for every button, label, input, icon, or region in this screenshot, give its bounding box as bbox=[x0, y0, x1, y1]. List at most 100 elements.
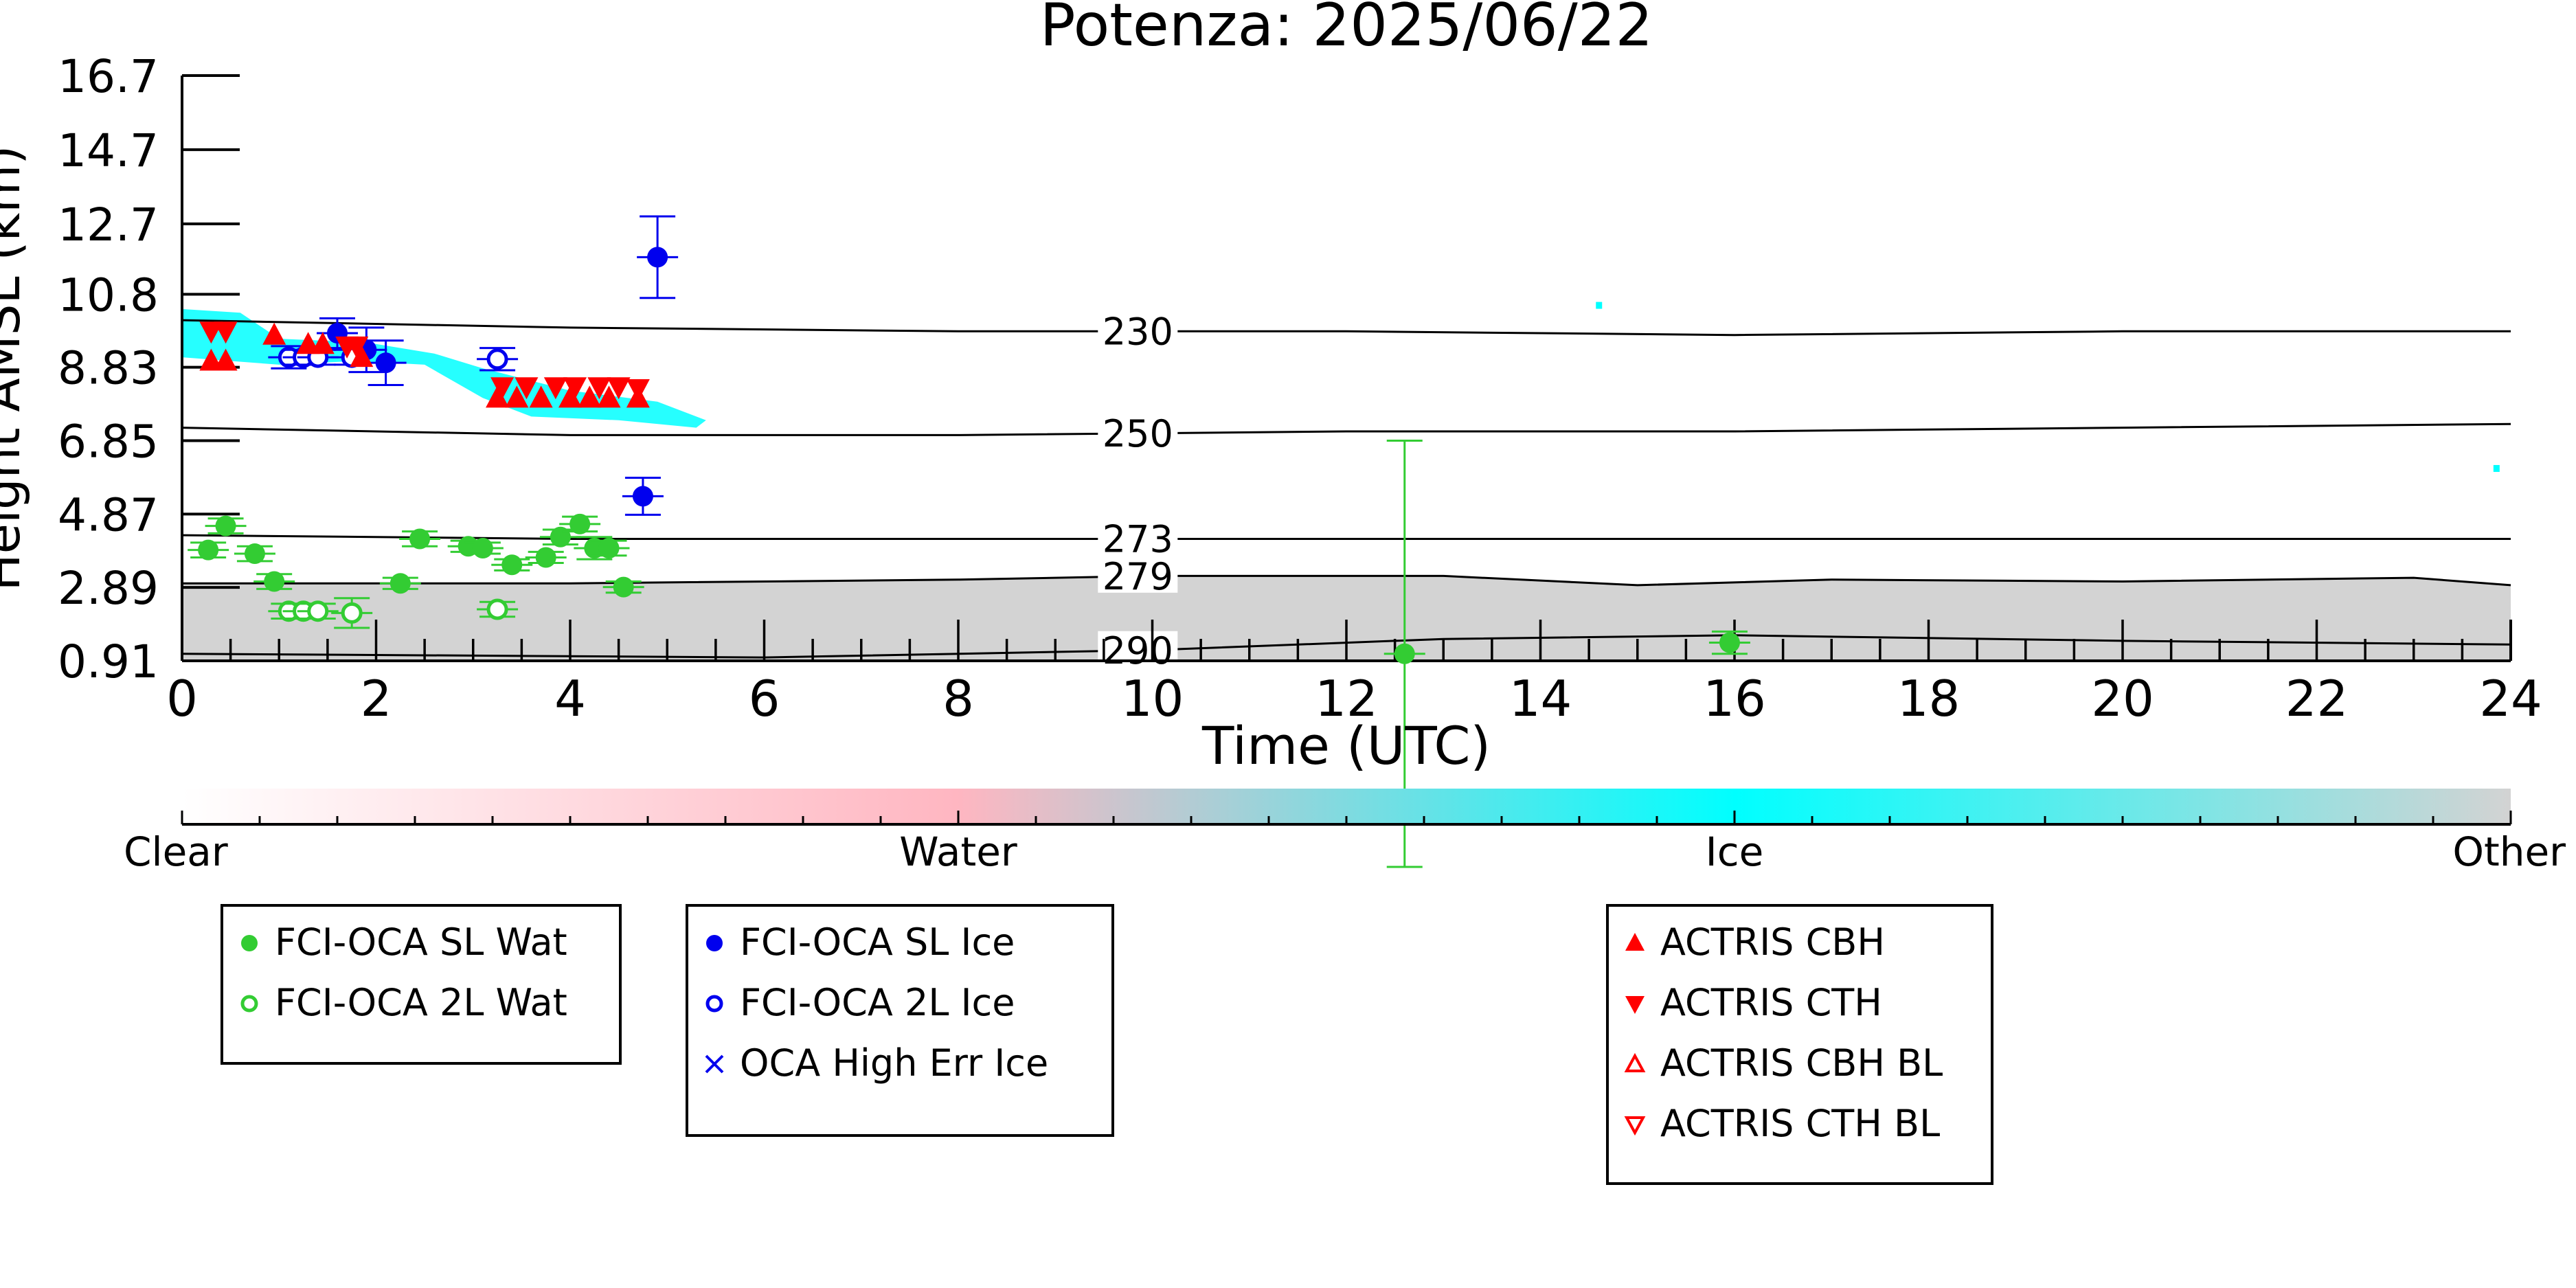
marker-point bbox=[214, 348, 238, 371]
isotherm-273 bbox=[181, 534, 2511, 540]
marker-point bbox=[486, 348, 508, 370]
y-axis-label: Height AMSL (km) bbox=[0, 146, 31, 591]
marker-point bbox=[626, 379, 650, 401]
colorbar-label: Other bbox=[2452, 828, 2566, 875]
marker-point bbox=[705, 995, 723, 1013]
marker-point bbox=[310, 332, 335, 354]
legend-entry-label: ACTRIS CBH bbox=[1660, 920, 1885, 964]
colorbar-label: Clear bbox=[124, 828, 228, 875]
marker-point bbox=[241, 935, 258, 951]
legend-entry-label: FCI-OCA 2L Wat bbox=[275, 981, 567, 1024]
marker-point bbox=[244, 543, 265, 565]
legend-entry-label: ACTRIS CTH BL bbox=[1660, 1102, 1940, 1145]
marker-point bbox=[529, 385, 553, 408]
y-tick-label: 14.7 bbox=[58, 124, 159, 177]
marker-point bbox=[345, 336, 369, 359]
marker-point bbox=[647, 247, 668, 268]
colorbar-label: Ice bbox=[1706, 828, 1764, 875]
isotherm-label-bg bbox=[1098, 519, 1178, 556]
x-tick-label: 2 bbox=[361, 670, 392, 727]
marker-point bbox=[1719, 632, 1740, 653]
legend-entry-label: OCA High Err Ice bbox=[740, 1041, 1048, 1085]
x-tick-label: 20 bbox=[2091, 670, 2154, 727]
isotherm-label-bg bbox=[1098, 312, 1178, 348]
isotherm-label: 273 bbox=[1103, 517, 1173, 561]
y-tick-label: 8.83 bbox=[58, 342, 159, 395]
marker-point bbox=[706, 935, 723, 951]
marker-point bbox=[490, 377, 515, 400]
marker-point bbox=[350, 345, 374, 368]
marker-point bbox=[389, 573, 411, 594]
x-tick-label: 6 bbox=[749, 670, 780, 727]
marker-point bbox=[307, 600, 329, 622]
marker-point bbox=[486, 598, 508, 620]
ice-patch bbox=[182, 308, 706, 428]
legend-bottom-center-left: FCI-OCA SL Ice FCI-OCA 2L Ice OCA High Err… bbox=[686, 904, 1114, 1137]
marker-point bbox=[375, 352, 396, 374]
marker-point bbox=[543, 377, 567, 400]
marker-point bbox=[198, 539, 219, 561]
marker-point bbox=[341, 602, 363, 624]
x-tick-label: 24 bbox=[2479, 670, 2542, 727]
marker-point bbox=[613, 576, 634, 598]
data-markers bbox=[188, 215, 1750, 868]
isotherm-230 bbox=[181, 319, 2511, 337]
y-tick-label: 16.7 bbox=[58, 50, 159, 103]
marker-point bbox=[214, 321, 238, 344]
legend-box bbox=[686, 904, 1114, 1137]
marker-point bbox=[264, 571, 285, 592]
marker-point bbox=[550, 526, 571, 547]
y-tick-label: 6.85 bbox=[58, 415, 159, 468]
x-tick-label: 4 bbox=[554, 670, 586, 727]
colorbar: Clear Water Ice Other bbox=[124, 789, 2566, 875]
x-tick-label: 10 bbox=[1121, 670, 1184, 727]
marker-point bbox=[587, 377, 611, 400]
marker-point bbox=[535, 547, 556, 568]
colorbar-label: Water bbox=[899, 828, 1017, 875]
y-tick-label: 0.91 bbox=[58, 635, 159, 688]
y-tick-label: 12.7 bbox=[58, 199, 159, 251]
y-tick-label: 10.8 bbox=[58, 269, 159, 321]
marker-point bbox=[409, 528, 431, 550]
x-tick-label: 12 bbox=[1315, 670, 1378, 727]
isotherm-279 bbox=[182, 574, 2511, 587]
isotherm-label-bg bbox=[1098, 414, 1178, 450]
x-tick-label: 16 bbox=[1703, 670, 1766, 727]
legend-entry-label: FCI-OCA SL Ice bbox=[740, 920, 1015, 964]
marker-point bbox=[569, 513, 591, 534]
marker-point bbox=[501, 554, 523, 576]
series-fci-oca-sl-wat bbox=[188, 439, 1750, 868]
marker-point bbox=[1624, 1116, 1646, 1136]
ice-speck bbox=[1596, 302, 1603, 309]
series-actris-cbh bbox=[199, 322, 650, 408]
legend-bottom-center-right: ACTRIS CBH ACTRIS CTH ACTRIS CBH BL ACTRIS … bbox=[1606, 904, 1993, 1185]
marker-point bbox=[1625, 996, 1645, 1014]
y-tick-label: 4.87 bbox=[58, 488, 159, 541]
x-tick-label: 0 bbox=[166, 670, 198, 727]
legends: FCI-OCA SL Wat FCI-OCA 2L Wat FCI-OCA SL I… bbox=[221, 904, 1993, 1185]
isotherm-label: 250 bbox=[1103, 412, 1173, 455]
marker-point bbox=[558, 385, 582, 408]
legend-entry-label: ACTRIS CBH BL bbox=[1660, 1041, 1943, 1085]
plot-background bbox=[182, 302, 2511, 661]
x-tick-label: 8 bbox=[942, 670, 974, 727]
chart-title: Potenza: 2025/06/22 bbox=[1040, 0, 1653, 60]
marker-point bbox=[262, 322, 286, 345]
x-axis-label: Time (UTC) bbox=[1201, 715, 1491, 776]
series-actris-cth bbox=[199, 321, 650, 401]
marker-point bbox=[505, 385, 529, 408]
marker-point bbox=[598, 537, 620, 558]
marker-point bbox=[563, 377, 587, 400]
marker-point bbox=[515, 377, 539, 400]
x-tick-label: 18 bbox=[1897, 670, 1961, 727]
legend-entry-label: FCI-OCA 2L Ice bbox=[740, 981, 1015, 1024]
marker-point bbox=[1624, 1052, 1646, 1072]
isotherm-label-bg bbox=[1098, 556, 1178, 593]
marker-point bbox=[486, 385, 510, 408]
marker-point bbox=[607, 377, 631, 400]
marker-point bbox=[1625, 933, 1645, 951]
legend-box bbox=[221, 904, 622, 1065]
isotherm-label: 290 bbox=[1103, 629, 1173, 673]
